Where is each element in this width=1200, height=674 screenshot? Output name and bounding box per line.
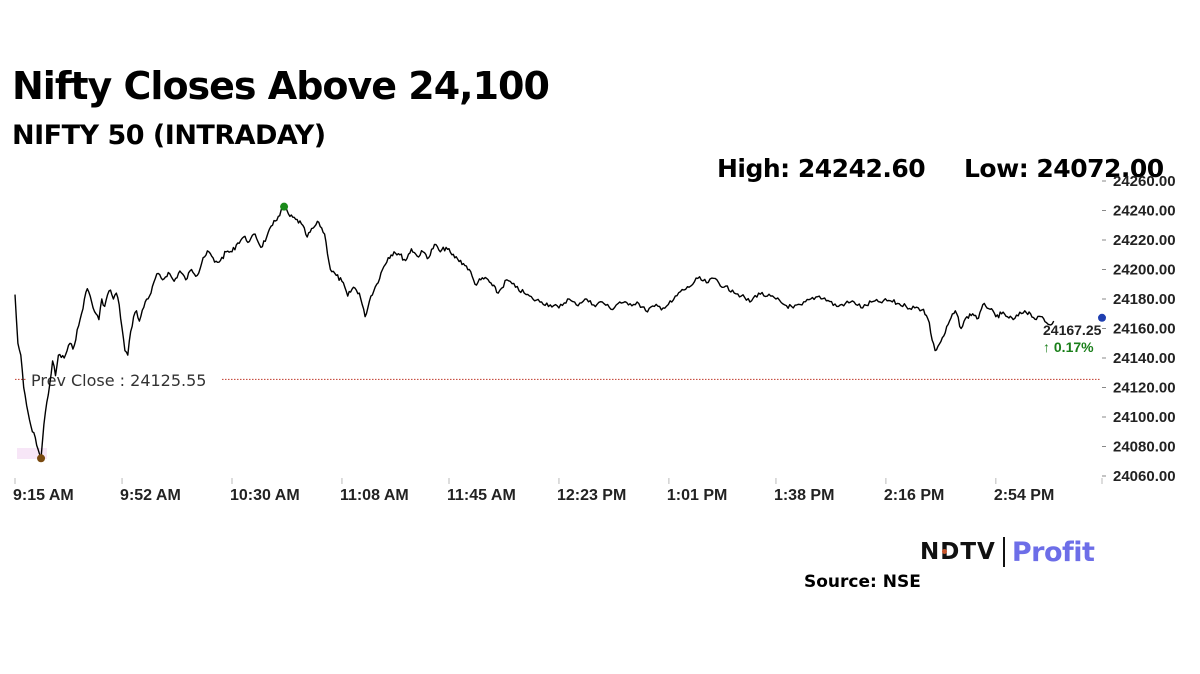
x-tick-label: 1:38 PM (774, 487, 834, 504)
y-tick-label: 24240.00 (1113, 203, 1176, 220)
high-marker (280, 202, 289, 211)
last-price-label: 24167.25 (1043, 322, 1102, 338)
y-tick-label: 24100.00 (1113, 409, 1176, 426)
x-tick-label: 9:15 AM (13, 487, 74, 504)
low-stat: Low: 24072.00 (964, 154, 1164, 183)
x-axis: 9:15 AM 9:52 AM 10:30 AM 11:08 AM 11:45 AM 12… (13, 478, 1103, 504)
x-tick-label: 11:45 AM (447, 487, 516, 504)
y-tick-label: 24140.00 (1113, 350, 1176, 367)
last-price-marker (1098, 313, 1106, 322)
y-tick-label: 24220.00 (1113, 232, 1176, 249)
y-tick-label: 24120.00 (1113, 380, 1176, 397)
y-axis: 24060.00 24080.00 24100.00 24120.00 24140.00… (1102, 173, 1176, 485)
y-tick-label: 24080.00 (1113, 439, 1176, 456)
x-tick-label: 10:30 AM (230, 487, 300, 504)
ndtv-profit-logo: NDTV Profit (920, 532, 1095, 572)
y-tick-label: 24260.00 (1113, 173, 1176, 190)
low-marker (37, 454, 46, 463)
low-marker-halo (17, 448, 47, 459)
high-stat: High: 24242.60 (717, 154, 926, 183)
x-tick-label: 11:08 AM (340, 487, 409, 504)
logo-separator (1002, 537, 1005, 567)
x-tick-label: 1:01 PM (667, 487, 727, 504)
x-tick-label: 2:54 PM (994, 487, 1054, 504)
logo-dot (942, 549, 947, 554)
x-tick-label: 2:16 PM (884, 487, 944, 504)
x-tick-label: 9:52 AM (120, 487, 181, 504)
logo-ndtv-text: NDTV (920, 539, 996, 565)
y-tick-label: 24060.00 (1113, 468, 1176, 485)
y-tick-label: 24180.00 (1113, 291, 1176, 308)
price-series-line (14, 206, 1055, 459)
x-tick-label: 12:23 PM (557, 487, 626, 504)
last-change-label: ↑ 0.17% (1043, 339, 1094, 355)
y-tick-label: 24160.00 (1113, 321, 1176, 338)
prev-close-label: Prev Close : 24125.55 (31, 371, 206, 390)
prev-close-label-bg (26, 369, 222, 391)
source-note: Source: NSE (804, 572, 921, 592)
page-title: Nifty Closes Above 24,100 (12, 64, 550, 108)
chart-subtitle: NIFTY 50 (INTRADAY) (12, 120, 326, 151)
logo-profit-text: Profit (1011, 536, 1095, 568)
y-tick-label: 24200.00 (1113, 262, 1176, 279)
